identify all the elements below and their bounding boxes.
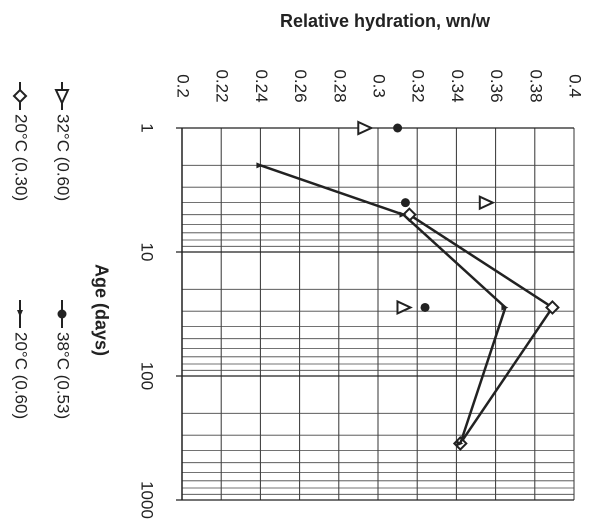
- chart-title: Relative hydration, wn/w: [280, 11, 491, 31]
- y-tick-label: 0.4: [566, 74, 585, 98]
- marker: [17, 310, 23, 317]
- legend-entry: 20°C (0.60): [12, 300, 31, 419]
- marker: [396, 299, 413, 316]
- marker: [12, 88, 28, 104]
- y-tick-label: 0.28: [330, 69, 349, 102]
- marker: [57, 309, 67, 319]
- marker: [256, 162, 264, 169]
- legend-label: 38°C (0.53): [54, 332, 73, 419]
- x-tick-label: 100: [138, 362, 157, 390]
- legend-label: 32°C (0.60): [54, 114, 73, 201]
- marker: [501, 304, 509, 311]
- series-line: [259, 164, 507, 444]
- marker: [456, 440, 464, 447]
- y-tick-label: 0.36: [487, 69, 506, 102]
- marker: [420, 302, 430, 312]
- y-tick-label: 0.3: [370, 74, 389, 98]
- x-tick-label: 10: [138, 243, 157, 262]
- marker: [478, 195, 496, 211]
- x-tick-label: 1000: [138, 481, 157, 519]
- x-axis-label: Age (days): [91, 264, 111, 356]
- legend-label: 20°C (0.60): [12, 332, 31, 419]
- y-tick-label: 0.26: [291, 69, 310, 102]
- marker: [393, 123, 403, 133]
- marker: [357, 120, 374, 136]
- legend-label: 20°C (0.30): [12, 114, 31, 201]
- legend-entry: 20°C (0.30): [12, 82, 31, 201]
- legend-entry: 32°C (0.60): [54, 82, 73, 201]
- y-tick-label: 0.34: [448, 69, 467, 102]
- marker: [399, 211, 407, 218]
- y-tick-label: 0.32: [409, 69, 428, 102]
- y-tick-label: 0.24: [252, 69, 271, 102]
- legend-entry: 38°C (0.53): [54, 300, 73, 419]
- x-tick-label: 1: [138, 123, 157, 132]
- y-tick-label: 0.2: [174, 74, 193, 98]
- marker: [400, 198, 410, 208]
- series-line: [408, 213, 555, 445]
- marker: [54, 89, 70, 106]
- y-tick-label: 0.22: [213, 69, 232, 102]
- marker: [545, 300, 560, 315]
- y-tick-label: 0.38: [526, 69, 545, 102]
